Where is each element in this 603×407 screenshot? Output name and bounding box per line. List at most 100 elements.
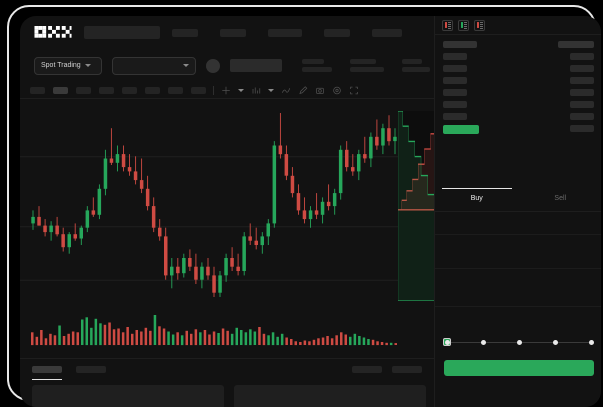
timeframe-7[interactable] <box>168 86 183 94</box>
camera-icon[interactable] <box>315 86 325 95</box>
ob-mode-bids[interactable] <box>458 19 469 31</box>
indicator-icon[interactable] <box>251 86 261 95</box>
search-input[interactable] <box>84 26 160 39</box>
volume-bar <box>103 324 107 346</box>
okx-logo[interactable] <box>34 26 72 39</box>
ob-mode-both[interactable] <box>442 19 453 31</box>
tab-buy[interactable]: Buy <box>435 186 519 211</box>
trendline-icon[interactable] <box>281 86 291 95</box>
timeframe-2[interactable] <box>53 86 68 94</box>
order-book-row[interactable] <box>570 101 594 108</box>
volume-bar <box>140 331 143 345</box>
pencil-icon[interactable] <box>298 85 308 95</box>
candle <box>145 175 150 211</box>
chevron-down-icon[interactable] <box>268 88 274 92</box>
ob-mode-asks[interactable] <box>474 19 485 31</box>
candle <box>158 219 162 241</box>
order-book-row[interactable] <box>443 89 467 96</box>
order-book-row[interactable] <box>443 77 467 84</box>
order-book-row[interactable] <box>570 77 594 84</box>
orders-tab-1[interactable] <box>32 366 62 373</box>
slider-stop-50[interactable] <box>516 339 522 345</box>
candle <box>133 156 138 185</box>
order-book-row[interactable] <box>570 125 594 132</box>
candle <box>345 141 349 172</box>
tab-sell[interactable]: Sell <box>554 195 567 202</box>
trading-pair-select[interactable] <box>112 56 196 75</box>
candle <box>115 145 120 172</box>
candle <box>31 210 35 230</box>
order-book-row[interactable] <box>570 53 594 60</box>
order-book-ask-column <box>558 41 594 132</box>
volume-bar <box>271 332 275 346</box>
order-book-row[interactable] <box>443 65 467 72</box>
orders-block-right <box>234 385 426 407</box>
volume-bar <box>308 341 311 346</box>
settings-icon[interactable] <box>332 86 342 95</box>
chevron-down-icon[interactable] <box>238 88 244 92</box>
candle <box>91 197 96 217</box>
amount-slider[interactable] <box>443 337 594 347</box>
candle <box>200 262 204 289</box>
crosshair-icon[interactable] <box>221 86 231 95</box>
volume-bar <box>121 332 125 346</box>
volume-bar <box>376 341 379 346</box>
candle <box>109 128 114 165</box>
volume-bar <box>180 335 184 346</box>
timeframe-group <box>30 86 206 94</box>
order-book-row[interactable] <box>570 113 594 120</box>
timeframe-6[interactable] <box>145 86 160 94</box>
order-book-spread-row <box>443 125 479 134</box>
volume-bar <box>326 336 329 345</box>
order-book-row[interactable] <box>570 65 594 72</box>
candle <box>278 113 283 159</box>
slider-stop-100[interactable] <box>588 339 594 345</box>
order-book-row[interactable] <box>570 89 594 96</box>
volume-bar <box>40 330 43 345</box>
orders-panel <box>20 358 434 407</box>
volume-bar <box>362 337 366 345</box>
slider-stop-75[interactable] <box>552 339 558 345</box>
bp-action-1[interactable] <box>352 366 382 373</box>
timeframe-3[interactable] <box>76 86 91 94</box>
volume-bar <box>235 327 238 346</box>
candle <box>73 223 77 241</box>
nav-item-2[interactable] <box>220 28 246 37</box>
order-book-row[interactable] <box>443 113 467 120</box>
candle <box>260 232 264 254</box>
slider-stop-25[interactable] <box>480 339 486 345</box>
volume-bar <box>176 332 179 346</box>
coin-avatar <box>206 58 220 73</box>
price-chart[interactable] <box>20 99 434 358</box>
volume-bar <box>190 333 193 346</box>
volume-bar <box>244 332 248 346</box>
buy-submit-button[interactable] <box>444 360 594 376</box>
candle <box>151 197 156 233</box>
candle <box>266 219 270 245</box>
bp-action-2[interactable] <box>392 366 422 373</box>
orders-content-placeholder <box>32 385 426 407</box>
candle <box>236 253 240 276</box>
candle <box>254 227 258 250</box>
candle <box>218 271 222 297</box>
volume-bar <box>380 342 384 345</box>
timeframe-4[interactable] <box>99 86 114 94</box>
nav-item-4[interactable] <box>324 28 350 37</box>
fullscreen-icon[interactable] <box>349 86 359 95</box>
nav-item-1[interactable] <box>172 28 198 37</box>
candle <box>302 197 307 224</box>
timeframe-1[interactable] <box>30 86 45 94</box>
timeframe-5[interactable] <box>122 86 137 94</box>
slider-stop-0[interactable] <box>444 339 450 345</box>
nav-item-5[interactable] <box>372 28 402 37</box>
trading-app-screen: Spot Trading <box>20 16 601 407</box>
candle <box>37 206 41 226</box>
order-book-row[interactable] <box>443 101 467 108</box>
stat-3 <box>402 59 430 72</box>
spot-trading-dropdown[interactable]: Spot Trading <box>34 56 102 75</box>
order-book-row[interactable] <box>443 53 467 60</box>
timeframe-8[interactable] <box>191 86 206 94</box>
orders-tab-2[interactable] <box>76 366 106 373</box>
volume-bar <box>144 327 148 346</box>
nav-item-3[interactable] <box>268 28 302 37</box>
